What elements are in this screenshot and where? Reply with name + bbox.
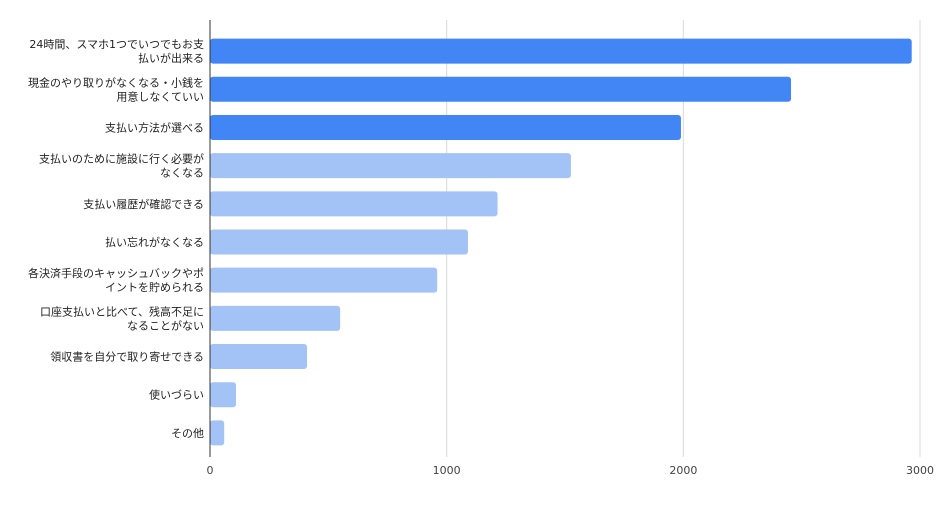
- bar-10: [210, 382, 237, 408]
- bar-7: [210, 267, 438, 293]
- bar-3: [210, 114, 681, 140]
- bar-8: [210, 305, 341, 331]
- category-label: なくなる: [160, 167, 204, 180]
- bar-5: [210, 191, 498, 217]
- category-label: 24時間、スマホ1つでいつでもお支: [29, 38, 204, 51]
- category-label: 支払いのために施設に行く必要が: [39, 152, 204, 166]
- x-tick-label: 0: [207, 464, 214, 477]
- category-label: 払いが出来る: [138, 51, 204, 65]
- x-tick-label: 1000: [433, 464, 461, 477]
- category-label: その他: [171, 427, 204, 440]
- category-label: 各決済手段のキャッシュバックやポ: [28, 266, 204, 280]
- bars: [210, 38, 912, 446]
- bar-2: [210, 76, 792, 102]
- category-label: 用意しなくていい: [116, 89, 204, 103]
- bar-6: [210, 229, 468, 255]
- category-label: イントを貯められる: [105, 281, 204, 294]
- x-tick-label: 3000: [906, 464, 934, 477]
- category-label: 支払い履歴が確認できる: [83, 197, 204, 211]
- x-tick-label: 2000: [669, 464, 697, 477]
- bar-11: [210, 420, 225, 446]
- category-label: 使いづらい: [149, 389, 204, 402]
- category-label: 現金のやり取りがなくなる・小銭を: [28, 75, 204, 89]
- bar-9: [210, 344, 308, 370]
- category-label: 払い忘れがなくなる: [105, 235, 204, 249]
- bar-1: [210, 38, 912, 64]
- category-label: なることがない: [127, 318, 204, 332]
- x-tick-labels: 0 1000 2000 3000: [207, 464, 935, 477]
- category-label: 支払い方法が選べる: [105, 120, 204, 134]
- category-labels: 24時間、スマホ1つでいつでもお支払いが出来る現金のやり取りがなくなる・小銭を用…: [28, 38, 204, 440]
- category-label: 領収書を自分で取り寄せできる: [50, 350, 204, 364]
- category-label: 口座支払いと比べて、残高不足に: [40, 304, 204, 318]
- bar-4: [210, 153, 571, 179]
